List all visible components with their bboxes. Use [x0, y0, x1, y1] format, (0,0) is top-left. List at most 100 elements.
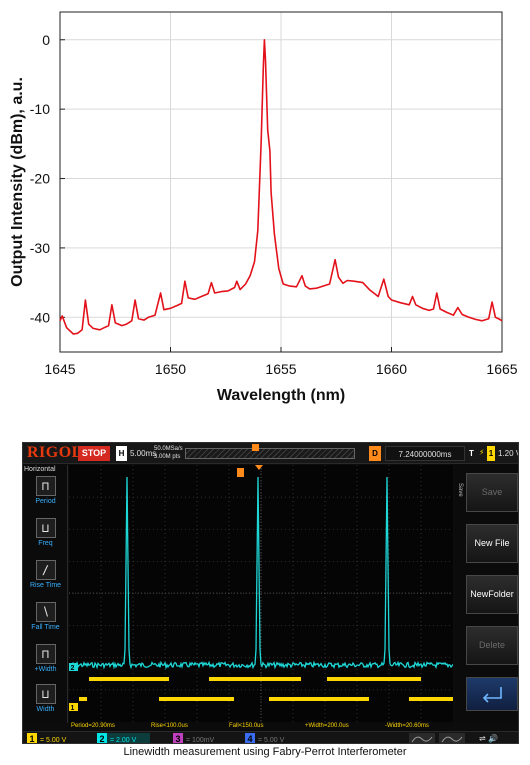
trigger-point-marker	[237, 468, 244, 477]
x-tick-labels: 1645 1650 1655 1660 1665	[44, 361, 517, 377]
channel-1-pulse-segment	[89, 677, 169, 681]
measure-period-button[interactable]: ⊓ Period	[23, 476, 68, 520]
measure-positive-width-button[interactable]: ⊓ +Width	[23, 644, 68, 688]
measure-rise-time-button[interactable]: ∕ Rise Time	[23, 560, 68, 604]
trigger-level[interactable]: 1.20 V	[498, 449, 519, 458]
enter-button[interactable]	[466, 677, 518, 711]
rigol-logo: RIGOL	[27, 444, 83, 461]
scope-top-bar: RIGOL STOP H 5.00ms 50.0MSa/s 3.00M pts …	[23, 443, 519, 464]
measure-fall-time-button[interactable]: ∖ Fall Time	[23, 602, 68, 646]
channel-1-pulse-segment	[409, 697, 453, 701]
usb-icon: ⇌ 🔊	[479, 734, 499, 743]
measurement-results: Period=20.90ms Rise<100.0us Fall<150.0us…	[69, 722, 453, 731]
measure-period-label: Period	[35, 498, 56, 505]
channel-1-pulse-segment	[365, 677, 421, 681]
channel-3-setting[interactable]: 3 = 100mV	[173, 733, 215, 744]
channel-2-number: 2	[97, 733, 107, 743]
horizontal-delay[interactable]: 7.24000000ms	[385, 446, 465, 461]
spectrum-chart: 1645 1650 1655 1660 1665 0 -10 -20 -30 -40 Wavel…	[9, 11, 518, 404]
result-negative-width: -Width=20.60ms	[385, 723, 429, 729]
trigger-position-marker	[252, 444, 259, 451]
channel-2-coupling: =	[110, 737, 115, 744]
y-tick-label: -40	[30, 309, 50, 325]
channel-3-number: 3	[173, 733, 183, 743]
measure-freq-label: Freq	[38, 540, 53, 547]
measure-menu: Horizontal ⊓ Period ⊔ Freq ∕ Rise Time ∖…	[23, 465, 68, 723]
x-tick-label: 1660	[376, 361, 407, 377]
x-tick-label: 1645	[44, 361, 75, 377]
channel-1-pulse-segment	[159, 697, 234, 701]
channel-2-setting[interactable]: 2 = 2.00 V	[97, 733, 151, 744]
channel-1-pulse-segment	[239, 677, 301, 681]
fall-time-icon: ∖	[35, 602, 56, 622]
negative-width-icon: ⊔	[35, 684, 56, 704]
channel-1-pulse-segment	[327, 677, 373, 681]
result-fall: Fall<150.0us	[229, 723, 264, 729]
x-tick-label: 1650	[155, 361, 186, 377]
channel-2-ground-marker: 2	[69, 663, 78, 672]
channel-1-pulse-segment	[79, 697, 87, 701]
measure-freq-button[interactable]: ⊔ Freq	[23, 518, 68, 562]
waveform-graticule: 2 1	[69, 465, 453, 722]
memory-depth: 3.00M pts	[154, 454, 181, 460]
svg-text:1: 1	[71, 705, 75, 712]
save-menu-tab: Save	[457, 483, 463, 497]
horizontal-timebase[interactable]: 5.00ms	[130, 449, 157, 458]
delay-badge: D	[369, 446, 381, 461]
channel-1-number: 1	[27, 733, 37, 743]
channel-4-setting[interactable]: 4 = 5.00 V	[245, 733, 285, 744]
y-tick-labels: 0 -10 -20 -30 -40	[30, 32, 50, 326]
channel-bar: 1 = 5.00 V 2 = 2.00 V 3 = 100mV 4 = 5.00 V ⇌…	[23, 731, 518, 744]
rising-edge-icon: ⚡	[479, 448, 485, 458]
delete-button[interactable]: Delete	[466, 626, 518, 665]
new-file-button[interactable]: New File	[466, 524, 518, 563]
result-positive-width: +Width=200.0us	[305, 723, 349, 729]
channel-3-coupling: =	[186, 737, 191, 744]
measure-positive-width-label: +Width	[34, 666, 57, 673]
result-rise: Rise<100.0us	[151, 723, 188, 729]
horizontal-badge: H	[116, 446, 127, 461]
sample-rate: 50.0MSa/s	[154, 446, 183, 452]
measure-menu-title: Horizontal	[24, 466, 56, 473]
y-tick-label: -10	[30, 101, 50, 117]
channel-1-setting[interactable]: 1 = 5.00 V	[27, 733, 67, 744]
sample-info: 50.0MSa/s 3.00M pts	[154, 445, 183, 462]
new-folder-button[interactable]: NewFolder	[466, 575, 518, 614]
measure-fall-time-label: Fall Time	[31, 624, 60, 631]
channel-1-ground-marker: 1	[69, 703, 78, 712]
channel-1-scale: 5.00 V	[46, 737, 67, 744]
y-axis-label: Output Intensity (dBm), a.u.	[9, 77, 26, 287]
measure-negative-width-button[interactable]: ⊔ Width	[23, 684, 68, 728]
frequency-icon: ⊔	[35, 518, 56, 538]
oscilloscope-screen: RIGOL STOP H 5.00ms 50.0MSa/s 3.00M pts …	[22, 442, 519, 744]
channel-1-pulse-segment	[269, 697, 369, 701]
x-tick-label: 1655	[265, 361, 296, 377]
y-tick-label: 0	[42, 32, 50, 48]
memory-position-bar[interactable]	[185, 448, 355, 459]
channel-2-trace	[70, 476, 453, 670]
trigger-position-arrow	[255, 465, 263, 470]
measure-negative-width-label: Width	[36, 706, 55, 713]
channel-1-coupling: =	[40, 737, 45, 744]
svg-text:2: 2	[71, 665, 75, 672]
y-tick-label: -30	[30, 240, 50, 256]
channel-1-trace	[79, 677, 453, 701]
math-channels-icon[interactable]	[409, 733, 469, 744]
chart-grid	[59, 12, 503, 352]
figure-caption: Linewidth measurement using Fabry-Perrot…	[123, 746, 407, 758]
channel-4-scale: 5.00 V	[264, 737, 285, 744]
save-button[interactable]: Save	[466, 473, 518, 512]
measure-rise-time-label: Rise Time	[29, 582, 62, 589]
enter-arrow-icon	[482, 687, 502, 703]
channel-3-scale: 100mV	[192, 737, 215, 744]
trigger-source-badge: 1	[487, 446, 495, 461]
x-tick-label: 1665	[486, 361, 517, 377]
axis-ticks	[59, 39, 503, 352]
positive-width-icon: ⊓	[35, 644, 56, 664]
y-tick-label: -20	[30, 171, 50, 187]
result-period: Period=20.90ms	[71, 723, 115, 729]
channel-4-coupling: =	[258, 737, 263, 744]
run-stop-status[interactable]: STOP	[78, 446, 110, 461]
save-menu: Save Save New File NewFolder Delete	[455, 465, 518, 723]
channel-4-number: 4	[245, 733, 255, 743]
